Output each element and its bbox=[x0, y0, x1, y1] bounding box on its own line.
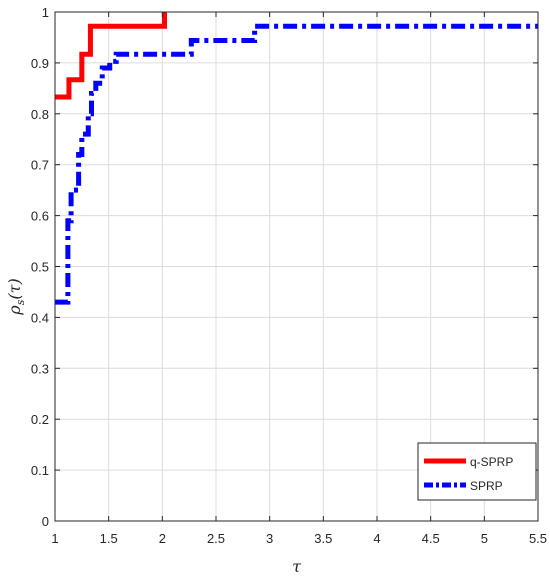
y-tick-label: 0.5 bbox=[31, 260, 49, 275]
x-tick-label: 2 bbox=[159, 531, 166, 546]
y-tick-label: 0.2 bbox=[31, 412, 49, 427]
y-tick-label: 0.4 bbox=[31, 310, 49, 325]
x-tick-labels: 1 1.5 2 2.5 3 3.5 4 4.5 5 5.5 bbox=[51, 531, 547, 546]
legend-label-q-sprp: q-SPRP bbox=[470, 455, 513, 469]
y-axis-label-base: ρ bbox=[5, 305, 24, 316]
series-lines bbox=[55, 12, 538, 305]
x-tick-label: 5.5 bbox=[529, 531, 547, 546]
y-tick-label: 0.9 bbox=[31, 56, 49, 71]
legend: q-SPRP SPRP bbox=[417, 442, 537, 501]
x-tick-label: 4.5 bbox=[422, 531, 440, 546]
x-tick-label: 2.5 bbox=[207, 531, 225, 546]
y-tick-label: 0.1 bbox=[31, 463, 49, 478]
ticks bbox=[54, 11, 539, 522]
y-tick-label: 1 bbox=[42, 5, 49, 20]
grid bbox=[54, 11, 539, 522]
y-axis-label: ρs(τ) bbox=[5, 278, 27, 315]
legend-box bbox=[417, 442, 537, 501]
y-tick-label: 0.7 bbox=[31, 158, 49, 173]
y-axis-label-sub: s bbox=[14, 299, 27, 305]
legend-label-sprp: SPRP bbox=[470, 479, 503, 493]
x-tick-label: 3.5 bbox=[314, 531, 332, 546]
x-tick-label: 4 bbox=[373, 531, 380, 546]
y-tick-labels: 0 0.1 0.2 0.3 0.4 0.5 0.6 0.7 0.8 0.9 1 bbox=[31, 5, 49, 529]
series-line-q-sprp bbox=[55, 12, 167, 100]
x-tick-label: 5 bbox=[481, 531, 488, 546]
y-tick-label: 0.8 bbox=[31, 107, 49, 122]
x-axis-label: τ bbox=[292, 557, 302, 576]
series-line-sprp bbox=[55, 23, 538, 305]
x-tick-label: 1 bbox=[51, 531, 58, 546]
y-axis-label-arg: (τ) bbox=[5, 278, 24, 299]
y-tick-label: 0 bbox=[42, 514, 49, 529]
y-tick-label: 0.6 bbox=[31, 209, 49, 224]
y-tick-label: 0.3 bbox=[31, 361, 49, 376]
x-tick-label: 1.5 bbox=[100, 531, 118, 546]
x-tick-label: 3 bbox=[266, 531, 273, 546]
